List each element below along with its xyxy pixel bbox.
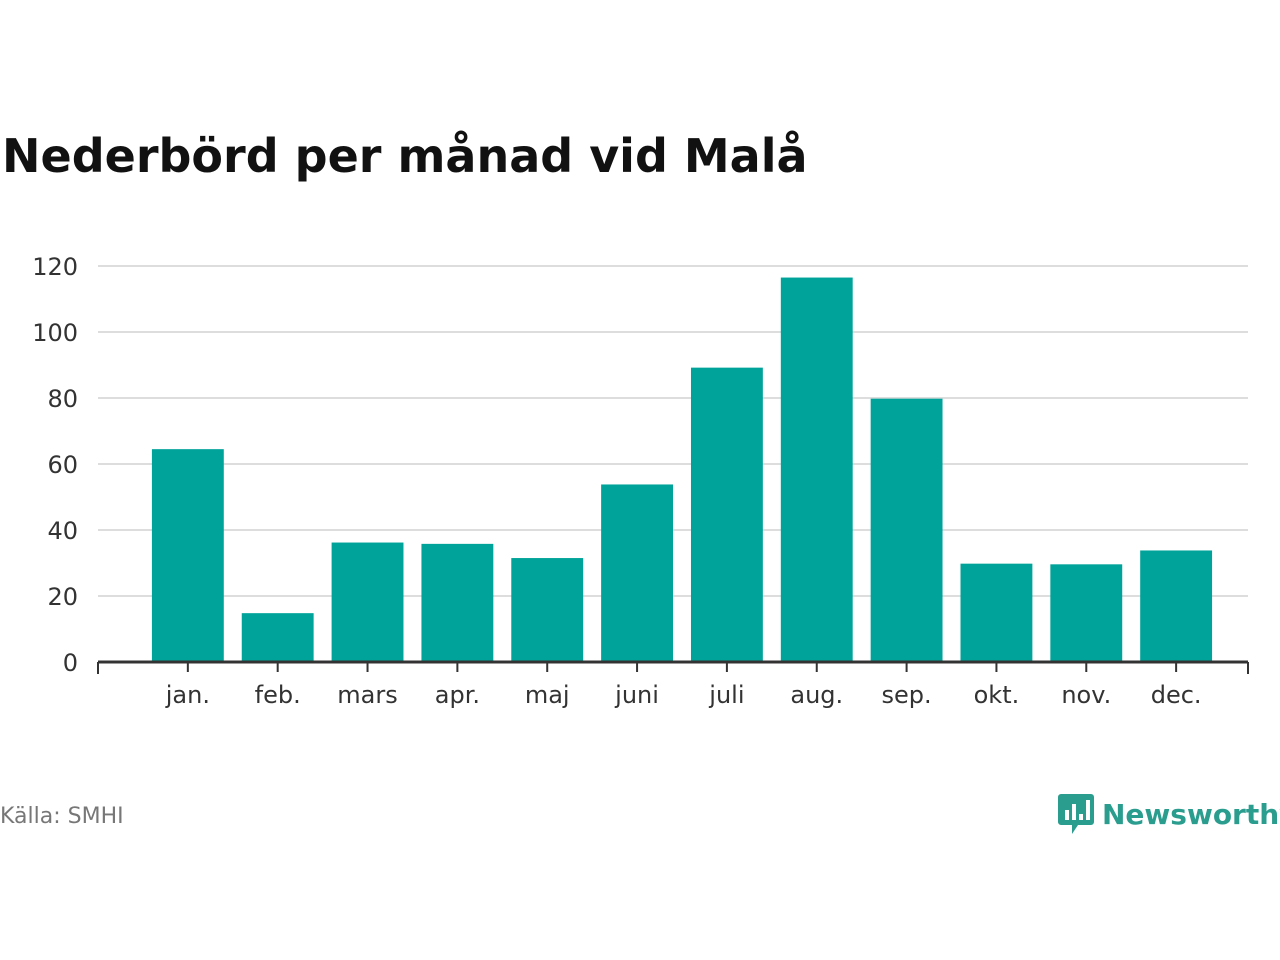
bar bbox=[690, 367, 763, 662]
x-tick-label: mars bbox=[337, 681, 397, 709]
y-axis-ticks: 0 20 40 60 80 100 120 bbox=[32, 253, 78, 677]
bar bbox=[780, 277, 853, 662]
x-tick-label: jan. bbox=[165, 681, 210, 709]
bar bbox=[601, 484, 673, 662]
bar bbox=[151, 449, 224, 662]
source-note: Källa: SMHI bbox=[0, 804, 124, 829]
y-tick-label: 100 bbox=[32, 319, 78, 347]
x-axis-ticks: jan. feb. mars apr. maj juni juli aug. sep. okt. n… bbox=[165, 681, 1202, 709]
bar bbox=[421, 543, 494, 662]
bar bbox=[331, 542, 404, 662]
x-tick-label: sep. bbox=[882, 681, 932, 709]
bar bbox=[960, 563, 1033, 662]
bar bbox=[1140, 550, 1213, 662]
x-tick-label: juni bbox=[614, 681, 659, 709]
x-tick-label: apr. bbox=[435, 681, 480, 709]
bar bbox=[241, 613, 314, 662]
x-tick-label: feb. bbox=[255, 681, 301, 709]
bars bbox=[151, 277, 1213, 662]
y-tick-label: 40 bbox=[47, 517, 78, 545]
newsworthy-logo-icon bbox=[1058, 794, 1094, 834]
y-tick-label: 0 bbox=[63, 649, 78, 677]
bar bbox=[870, 398, 943, 662]
x-tick-label: juli bbox=[708, 681, 744, 709]
x-tick-label: okt. bbox=[974, 681, 1020, 709]
x-tick-label: nov. bbox=[1061, 681, 1111, 709]
y-tick-label: 120 bbox=[32, 253, 78, 281]
x-tick-label: dec. bbox=[1151, 681, 1202, 709]
y-tick-label: 20 bbox=[47, 583, 78, 611]
brand-name: Newsworthy bbox=[1102, 797, 1280, 831]
brand-logo: Newsworthy bbox=[1058, 792, 1280, 836]
y-tick-label: 60 bbox=[47, 451, 78, 479]
x-tick-label: maj bbox=[525, 681, 570, 709]
x-axis bbox=[97, 660, 1249, 674]
chart-title: Nederbörd per månad vid Malå bbox=[2, 129, 808, 183]
bar bbox=[511, 558, 584, 662]
y-tick-label: 80 bbox=[47, 385, 78, 413]
x-tick-label: aug. bbox=[790, 681, 843, 709]
bar bbox=[1050, 564, 1123, 662]
